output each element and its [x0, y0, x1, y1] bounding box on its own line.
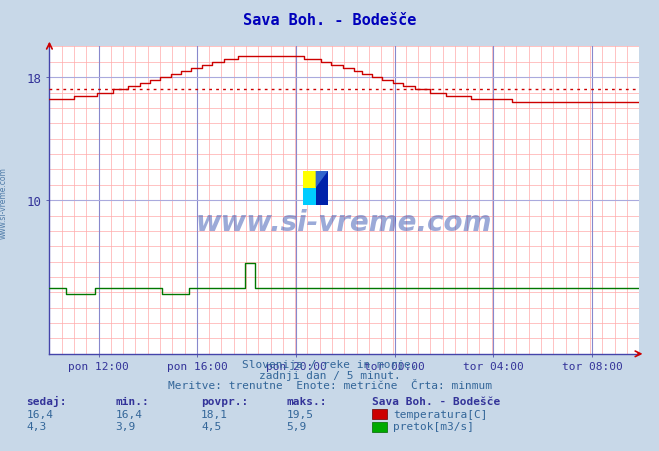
- Text: 19,5: 19,5: [287, 409, 314, 419]
- Text: 18,1: 18,1: [201, 409, 228, 419]
- Text: 4,5: 4,5: [201, 421, 221, 431]
- Text: 4,3: 4,3: [26, 421, 47, 431]
- Text: Sava Boh. - Bodešče: Sava Boh. - Bodešče: [372, 396, 501, 405]
- Polygon shape: [316, 171, 328, 189]
- Text: www.si-vreme.com: www.si-vreme.com: [196, 208, 492, 236]
- Text: pretok[m3/s]: pretok[m3/s]: [393, 421, 474, 431]
- Text: Sava Boh. - Bodešče: Sava Boh. - Bodešče: [243, 13, 416, 28]
- Text: 3,9: 3,9: [115, 421, 136, 431]
- Text: povpr.:: povpr.:: [201, 396, 248, 405]
- Text: min.:: min.:: [115, 396, 149, 405]
- Text: sedaj:: sedaj:: [26, 395, 67, 405]
- Text: maks.:: maks.:: [287, 396, 327, 405]
- Polygon shape: [303, 171, 316, 189]
- Text: 16,4: 16,4: [26, 409, 53, 419]
- Text: Slovenija / reke in morje.: Slovenija / reke in morje.: [242, 359, 417, 369]
- Text: Meritve: trenutne  Enote: metrične  Črta: minmum: Meritve: trenutne Enote: metrične Črta: …: [167, 380, 492, 390]
- Text: www.si-vreme.com: www.si-vreme.com: [0, 167, 8, 239]
- Text: 16,4: 16,4: [115, 409, 142, 419]
- Text: zadnji dan / 5 minut.: zadnji dan / 5 minut.: [258, 370, 401, 380]
- Text: 5,9: 5,9: [287, 421, 307, 431]
- Text: temperatura[C]: temperatura[C]: [393, 409, 488, 419]
- Polygon shape: [303, 189, 316, 205]
- Polygon shape: [316, 171, 328, 205]
